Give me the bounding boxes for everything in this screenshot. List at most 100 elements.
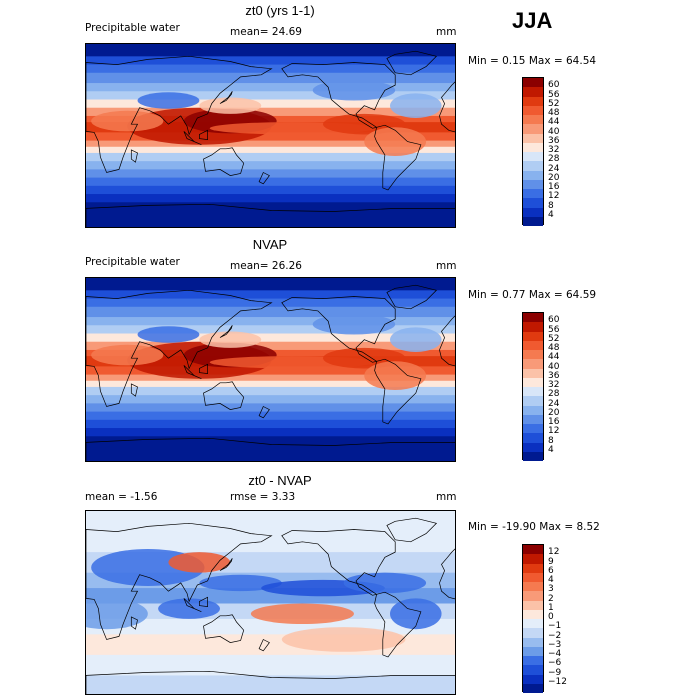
colorbar-swatch: [523, 170, 543, 180]
colorbar-swatch: [523, 414, 543, 424]
colorbar-tick-label: 36: [548, 135, 560, 146]
map-anomaly: [86, 598, 148, 630]
colorbar-tick-label: 8: [548, 435, 554, 446]
colorbar-tick-label: 28: [548, 389, 560, 400]
colorbar-tick-label: 56: [548, 89, 560, 100]
coastline: [439, 548, 455, 600]
colorbar-swatch: [523, 646, 543, 656]
colorbar-tick-label: 20: [548, 172, 560, 183]
map-anomaly: [312, 79, 396, 101]
colorbar-tick-label: 24: [548, 398, 560, 409]
colorbar-tick-label: 60: [548, 80, 560, 91]
colorbar-swatch: [523, 545, 543, 555]
coastline: [374, 124, 422, 191]
map-anomaly: [390, 93, 442, 118]
map-band: [86, 132, 455, 142]
panel-2-units: mm: [436, 260, 457, 272]
colorbar-swatch: [523, 600, 543, 610]
colorbar-swatch: [523, 161, 543, 171]
map-band: [86, 428, 455, 437]
coastline: [386, 517, 438, 543]
colorbar-tick-label: 2: [548, 593, 554, 604]
map-anomaly: [91, 344, 164, 366]
map-anomaly: [390, 598, 442, 630]
colorbar-tick-label: 32: [548, 145, 560, 155]
map-band: [86, 306, 455, 318]
colorbar-tick-label: 16: [548, 417, 560, 427]
coastline: [86, 289, 273, 407]
map-band: [86, 511, 455, 533]
colorbar-tick-label: 4: [548, 444, 554, 455]
map-band: [86, 341, 455, 351]
colorbar-swatch: [523, 424, 543, 434]
map-band: [86, 91, 455, 100]
colorbar-tick-label: 44: [548, 117, 560, 128]
coastline: [86, 522, 273, 640]
coastline: [219, 91, 233, 104]
panel-3-rmse: rmse = 3.33: [230, 491, 296, 503]
coastline: [258, 639, 270, 652]
map-band: [86, 333, 455, 343]
colorbar-tick-label: 4: [548, 209, 554, 220]
coastline: [219, 325, 233, 338]
colorbar-swatch: [523, 451, 543, 461]
colorbar-swatch: [523, 572, 543, 582]
colorbar-swatch: [523, 142, 543, 152]
coastline: [203, 381, 245, 410]
map-anomaly: [199, 574, 282, 592]
coastline: [199, 363, 208, 374]
colorbar-swatch: [523, 124, 543, 134]
colorbar-swatch: [523, 563, 543, 573]
colorbar-swatch: [523, 442, 543, 452]
colorbar-tick-label: 8: [548, 200, 554, 211]
colorbar-swatch: [523, 115, 543, 125]
colorbar-tick-label: −2: [548, 630, 562, 641]
coastline: [374, 591, 422, 658]
colorbar-swatch: [523, 133, 543, 143]
colorbar-swatch: [523, 591, 543, 601]
colorbar-tick-label: 52: [548, 333, 560, 344]
coastline: [219, 558, 233, 571]
map-band: [86, 317, 455, 326]
colorbar-tick-label: 3: [548, 584, 554, 595]
map-band: [86, 56, 455, 66]
colorbar-swatch: [523, 189, 543, 199]
map-anomaly: [91, 110, 164, 132]
colorbar-swatch: [523, 216, 543, 226]
panel-2-map-svg: [86, 278, 455, 461]
colorbar-swatch: [523, 656, 543, 666]
map-band: [86, 146, 455, 154]
map-anomaly: [364, 127, 427, 157]
panel-3-map: [85, 510, 456, 695]
colorbar-tick-label: −3: [548, 639, 562, 650]
panel-2-field-label: Precipitable water: [85, 256, 180, 268]
colorbar-swatch: [523, 405, 543, 415]
colorbar-tick-label: 44: [548, 352, 560, 363]
colorbar-tick-label: 48: [548, 108, 560, 118]
coastline: [439, 315, 455, 367]
coastline: [86, 203, 455, 227]
colorbar-swatch: [523, 665, 543, 675]
colorbar-swatch: [523, 359, 543, 369]
map-band: [86, 654, 455, 676]
colorbar-tick-label: 6: [548, 565, 554, 576]
colorbar-tick-label: −12: [548, 676, 567, 687]
coastline: [281, 296, 396, 363]
map-band: [86, 380, 455, 388]
panel-1-map-svg: [86, 44, 455, 227]
map-band: [86, 278, 455, 291]
colorbar-swatch: [523, 198, 543, 208]
colorbar-tick-label: −4: [548, 649, 562, 659]
colorbar-swatch: [523, 396, 543, 406]
map-anomaly: [137, 326, 200, 343]
colorbar-tick-label: 4: [548, 575, 554, 585]
map-band: [86, 411, 455, 421]
colorbar-swatch: [523, 87, 543, 97]
panel-3-colorbar: [522, 544, 544, 693]
map-band: [86, 395, 455, 404]
coastline: [130, 149, 138, 163]
coastline: [281, 529, 396, 596]
colorbar-tick-label: 12: [548, 547, 560, 558]
panel-2-mean: mean= 26.26: [230, 260, 302, 272]
panel-1-field-label: Precipitable water: [85, 22, 180, 34]
